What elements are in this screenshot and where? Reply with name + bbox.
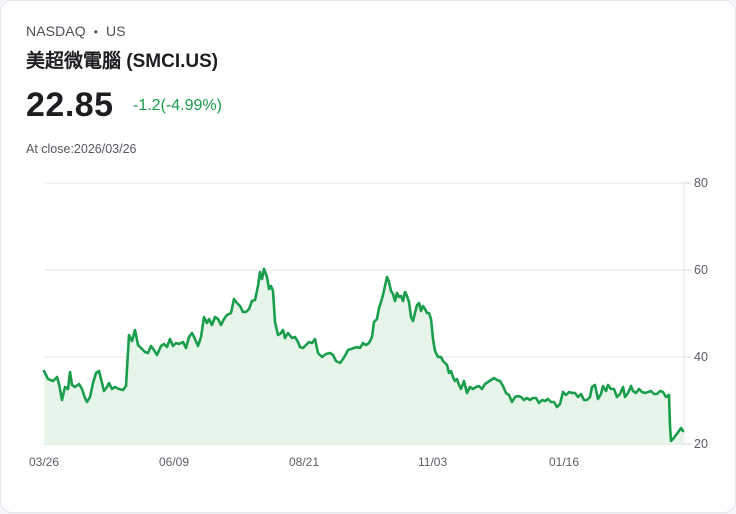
x-axis-labels: 03/26 06/09 08/21 11/03 01/16 bbox=[29, 455, 579, 469]
stock-price: 22.85 bbox=[26, 86, 114, 124]
x-tick-0326: 03/26 bbox=[29, 455, 59, 469]
exchange-name: NASDAQ bbox=[26, 23, 86, 39]
y-tick-60: 60 bbox=[694, 263, 708, 277]
x-tick-0609: 06/09 bbox=[159, 455, 189, 469]
close-timestamp: At close:2026/03/26 bbox=[26, 142, 137, 156]
y-axis-labels: 80 60 40 20 bbox=[694, 176, 708, 451]
x-tick-0821: 08/21 bbox=[289, 455, 319, 469]
y-tick-40: 40 bbox=[694, 350, 708, 364]
x-tick-1103: 11/03 bbox=[418, 455, 447, 469]
stock-title: 美超微電腦 (SMCI.US) bbox=[26, 51, 219, 72]
separator-dot: • bbox=[93, 25, 99, 39]
price-change: -1.2(-4.99%) bbox=[133, 97, 222, 114]
exchange-label: NASDAQ • US bbox=[26, 23, 126, 39]
price-line bbox=[42, 267, 685, 443]
y-tick-80: 80 bbox=[694, 176, 708, 190]
y-tick-20: 20 bbox=[694, 437, 708, 451]
x-tick-0116: 01/16 bbox=[549, 455, 579, 469]
market-name: US bbox=[106, 23, 126, 39]
